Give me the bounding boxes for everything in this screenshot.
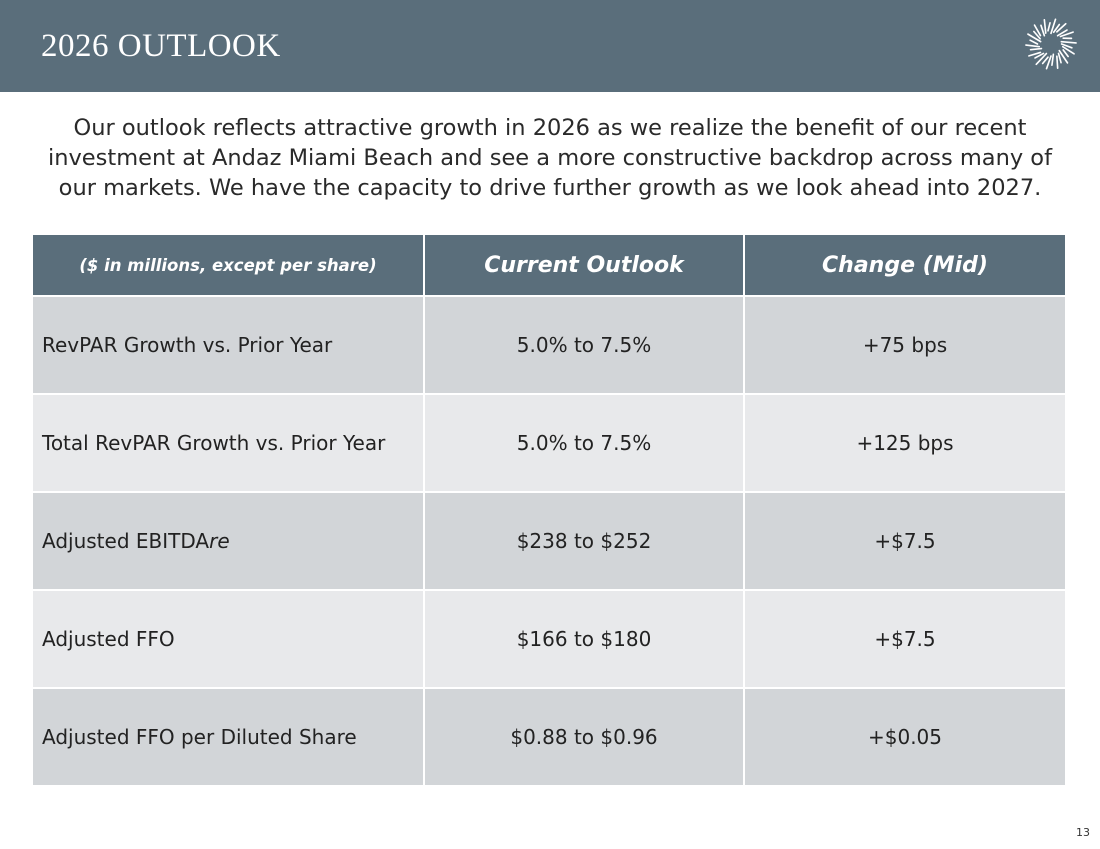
outlook-table: ($ in millions, except per share) Curren… [31, 233, 1067, 787]
metric-cell: Adjusted EBITDAre [31, 491, 425, 591]
metric-cell: Adjusted FFO [31, 589, 425, 689]
change-cell: +$7.5 [743, 491, 1067, 591]
header-bar: 2026 OUTLOOK [0, 0, 1100, 92]
page-title: 2026 OUTLOOK [41, 28, 281, 64]
metric-label: Adjusted EBITDA [42, 529, 210, 553]
change-cell: +75 bps [743, 295, 1067, 395]
table-row: Adjusted FFO per Diluted Share $0.88 to … [31, 687, 1067, 787]
change-cell: +$0.05 [743, 687, 1067, 787]
table-row: RevPAR Growth vs. Prior Year 5.0% to 7.5… [31, 295, 1067, 395]
current-outlook-cell: $166 to $180 [423, 589, 745, 689]
column-header-change-mid: Change (Mid) [743, 233, 1067, 297]
intro-text: Our outlook reflects attractive growth i… [47, 115, 1052, 201]
column-header-current-outlook: Current Outlook [423, 233, 745, 297]
table-row: Total RevPAR Growth vs. Prior Year 5.0% … [31, 393, 1067, 493]
table-row: Adjusted FFO $166 to $180 +$7.5 [31, 589, 1067, 689]
change-cell: +$7.5 [743, 589, 1067, 689]
page-number: 13 [1076, 826, 1090, 839]
metric-cell: RevPAR Growth vs. Prior Year [31, 295, 425, 395]
sunburst-logo-icon [1025, 18, 1077, 70]
current-outlook-cell: 5.0% to 7.5% [423, 295, 745, 395]
change-cell: +125 bps [743, 393, 1067, 493]
table-row: Adjusted EBITDAre $238 to $252 +$7.5 [31, 491, 1067, 591]
metric-cell: Adjusted FFO per Diluted Share [31, 687, 425, 787]
current-outlook-cell: $0.88 to $0.96 [423, 687, 745, 787]
current-outlook-cell: 5.0% to 7.5% [423, 393, 745, 493]
column-header-metric: ($ in millions, except per share) [31, 233, 425, 297]
metric-suffix: re [209, 529, 230, 553]
current-outlook-cell: $238 to $252 [423, 491, 745, 591]
metric-cell: Total RevPAR Growth vs. Prior Year [31, 393, 425, 493]
table-header-row: ($ in millions, except per share) Curren… [31, 233, 1067, 297]
